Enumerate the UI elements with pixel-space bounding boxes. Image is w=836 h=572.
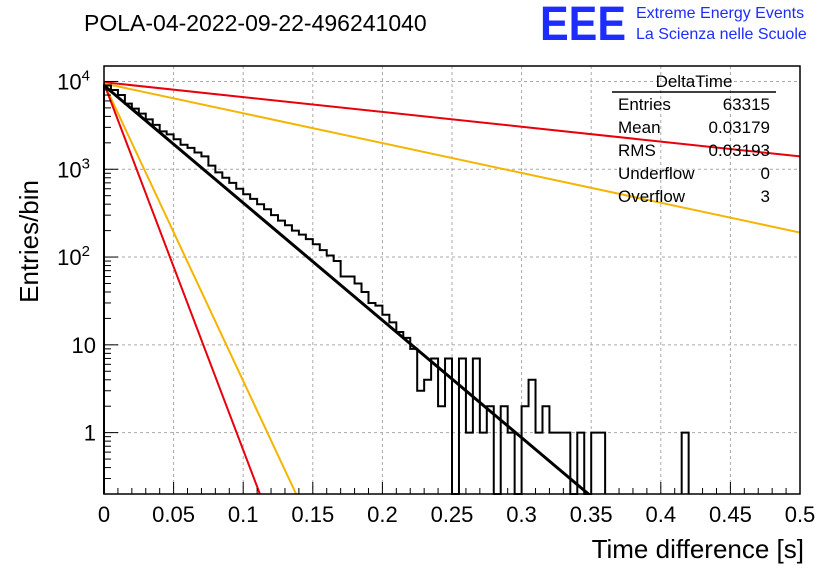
y-tick-label: 10 — [72, 333, 96, 358]
stats-row-label: Underflow — [618, 164, 695, 183]
x-tick-label: 0 — [98, 502, 110, 527]
stats-row-value: 0.03179 — [709, 118, 770, 137]
stats-row-label: Entries — [618, 95, 671, 114]
fit-line — [103, 84, 590, 496]
x-tick-label: 0.2 — [367, 502, 398, 527]
x-tick-label: 0.35 — [570, 502, 613, 527]
y-tick-labels: 1 10 102 103 104 — [57, 67, 96, 445]
x-tick-labels: 0 0.05 0.1 0.15 0.2 0.25 0.3 0.35 0.4 0.45 0.5 — [98, 502, 815, 527]
stats-row-label: RMS — [618, 141, 656, 160]
x-tick-label: 0.15 — [291, 502, 334, 527]
x-tick-label: 0.4 — [646, 502, 677, 527]
stats-title: DeltaTime — [656, 72, 733, 91]
chart-title: POLA-04-2022-09-22-496241040 — [84, 10, 427, 36]
y-tick-label: 102 — [57, 243, 90, 270]
reference-curve — [103, 81, 801, 158]
x-tick-label: 0.3 — [506, 502, 537, 527]
y-tick-label: 1 — [84, 421, 96, 446]
logo-line1: Extreme Energy Events — [636, 5, 804, 22]
exponential-fit — [103, 84, 590, 496]
x-axis-label: Time difference [s] — [592, 534, 804, 564]
y-axis-label: Entries/bin — [14, 180, 44, 303]
logo: EEE Extreme Energy Events La Scienza nel… — [540, 0, 807, 51]
histogram-steps — [103, 84, 690, 495]
x-tick-label: 0.45 — [709, 502, 752, 527]
stats-row-label: Mean — [618, 118, 661, 137]
reference-curve — [103, 82, 298, 495]
stats-row-value: 0 — [761, 164, 770, 183]
reference-curve — [103, 83, 261, 495]
x-tick-label: 0.1 — [228, 502, 259, 527]
stats-row-value: 3 — [761, 187, 770, 206]
stats-row-value: 63315 — [723, 95, 770, 114]
x-tick-label: 0.25 — [431, 502, 474, 527]
reference-curves — [103, 81, 801, 495]
x-tick-label: 0.5 — [785, 502, 816, 527]
stats-row-label: Overflow — [618, 187, 686, 206]
logo-mark: EEE — [540, 0, 626, 51]
reference-curve — [103, 82, 801, 234]
y-tick-label: 103 — [57, 155, 90, 182]
stats-row-value: 0.03193 — [709, 141, 770, 160]
stats-box: DeltaTime Entries 63315 Mean 0.03179 RMS 0.03… — [612, 72, 776, 206]
x-tick-label: 0.05 — [152, 502, 195, 527]
axis-ticks — [103, 80, 801, 495]
logo-line2: La Scienza nelle Scuole — [636, 26, 807, 43]
y-tick-label: 104 — [57, 67, 90, 94]
